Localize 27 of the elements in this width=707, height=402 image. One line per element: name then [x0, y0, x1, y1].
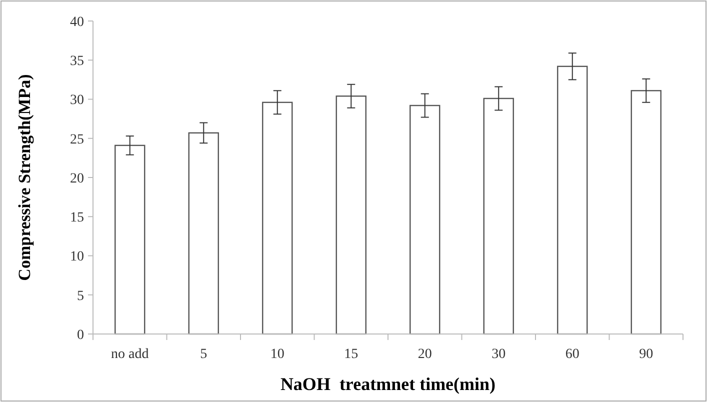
bar: [557, 66, 588, 335]
x-tick-label: 20: [418, 347, 432, 362]
x-tick-label: 5: [200, 347, 208, 362]
y-tick-label: 25: [70, 132, 84, 148]
x-tick-label: 90: [639, 347, 654, 362]
y-tick-label: 5: [77, 288, 84, 304]
y-tick-label: 10: [70, 250, 84, 265]
y-tick-label: 15: [70, 210, 84, 226]
y-tick-label: 20: [70, 171, 84, 186]
x-tick-label: 10: [270, 347, 284, 362]
x-tick-label: no add: [111, 347, 149, 362]
y-tick-label: 35: [70, 54, 84, 70]
y-tick-label: 30: [70, 93, 84, 108]
x-axis-title: NaOH treatmnet time(min): [280, 374, 496, 394]
bar: [336, 96, 366, 335]
bar: [410, 104, 440, 335]
y-axis-title: Compressive Strength(MPa): [15, 74, 34, 281]
x-tick-label: 30: [492, 347, 506, 362]
bar: [483, 98, 514, 335]
bar: [262, 102, 293, 335]
bar: [114, 144, 146, 335]
y-tick-label: 0: [77, 328, 84, 343]
bar: [630, 90, 662, 335]
x-tick-label: 15: [344, 347, 358, 362]
bar: [188, 132, 219, 335]
y-tick-label: 40: [70, 14, 84, 30]
x-tick-label: 60: [565, 347, 580, 362]
